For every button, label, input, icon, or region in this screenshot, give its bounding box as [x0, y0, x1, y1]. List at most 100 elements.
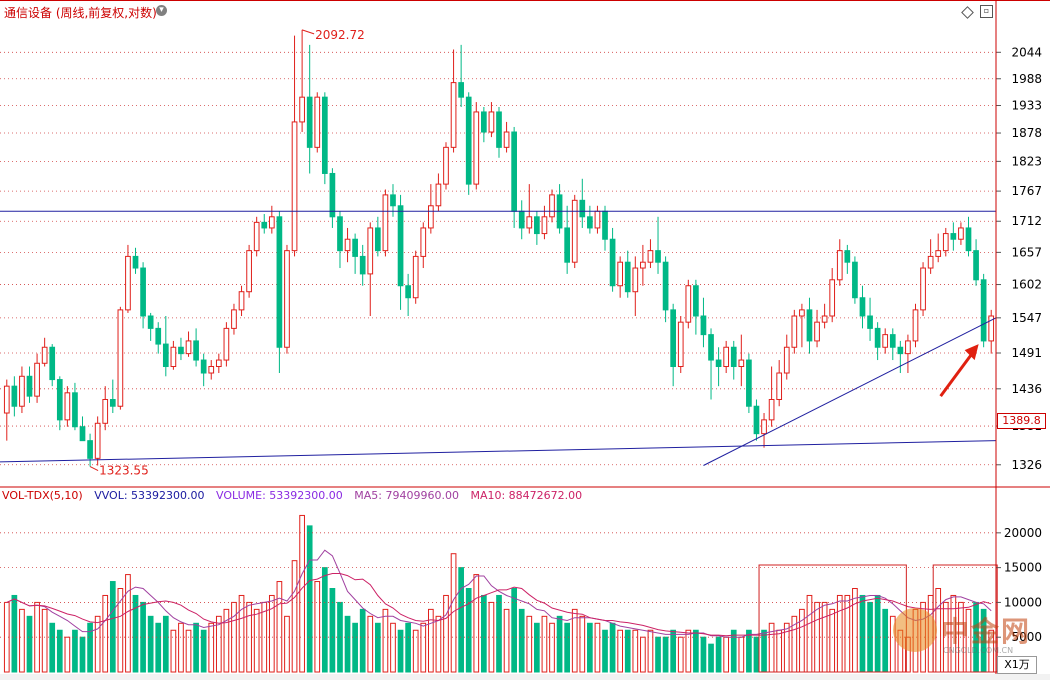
- candle-body: [624, 261, 631, 293]
- volume-bar: [390, 622, 396, 673]
- volume-bar: [435, 615, 442, 673]
- volume-bar: [700, 636, 707, 673]
- candle-body: [117, 309, 124, 407]
- candle-body: [49, 346, 56, 381]
- candle-body: [564, 227, 571, 263]
- candle-body: [730, 346, 737, 368]
- candle-body: [791, 315, 798, 348]
- candle-body: [587, 216, 593, 229]
- rising-support-line: [703, 317, 997, 466]
- candle-body: [185, 340, 192, 355]
- candle-body: [889, 334, 896, 348]
- candle-body: [64, 392, 71, 421]
- chevron-down-icon[interactable]: ▾: [156, 5, 167, 16]
- price-tick-label: 1326: [1011, 458, 1042, 472]
- volume-bar: [284, 615, 290, 673]
- candle-body: [109, 398, 116, 407]
- volume-bar: [534, 622, 540, 673]
- candle-body: [465, 96, 472, 185]
- candle-body: [503, 131, 510, 148]
- candle-body: [450, 82, 457, 148]
- volume-bar: [473, 574, 480, 673]
- volume-bar: [276, 581, 283, 673]
- candle-body: [34, 362, 40, 397]
- volume-bar: [541, 615, 548, 673]
- candle-body: [912, 309, 919, 342]
- volume-bar: [640, 636, 646, 673]
- volume-bar: [496, 594, 502, 673]
- volume-bar: [768, 622, 775, 673]
- candle-body: [26, 375, 33, 397]
- ma10-line: [6, 573, 992, 637]
- volume-bar: [882, 608, 889, 673]
- volume-bar: [738, 636, 745, 673]
- candle-body: [11, 385, 18, 407]
- volume-bar: [481, 594, 487, 673]
- candle-body: [147, 315, 154, 329]
- trendlines: [0, 210, 997, 466]
- volume-bar: [155, 622, 162, 673]
- price-tick-label: 1712: [1011, 214, 1042, 228]
- candle-body: [905, 340, 911, 355]
- volume-bar: [41, 608, 48, 673]
- low-label: 1323.55: [99, 464, 149, 478]
- volume-bar: [783, 622, 790, 673]
- ma10-value: MA10: 88472672.00: [470, 489, 583, 502]
- candle-body: [427, 205, 434, 229]
- candle-body: [571, 199, 578, 263]
- volume-bar: [374, 622, 381, 673]
- ma5-line: [6, 549, 992, 638]
- candle-body: [829, 279, 836, 317]
- candle-body: [738, 359, 745, 368]
- volume-bar: [458, 567, 464, 673]
- candle-body: [94, 422, 101, 459]
- candle-body: [708, 334, 714, 361]
- bottom-strip: [0, 674, 1050, 680]
- candle-body: [753, 405, 760, 435]
- candle-body: [958, 227, 964, 240]
- volume-bar: [193, 622, 199, 673]
- candle-body: [821, 315, 828, 323]
- candle-body: [693, 285, 699, 317]
- candle-body: [314, 96, 321, 148]
- volume-bar: [79, 636, 86, 673]
- volume-bar: [443, 594, 449, 673]
- volume-bar: [200, 629, 207, 673]
- candle-body: [859, 297, 866, 317]
- candle-body: [435, 183, 442, 207]
- volume-bar: [776, 629, 783, 673]
- candle-body: [367, 227, 374, 275]
- candle-body: [299, 96, 305, 123]
- candle-body: [973, 250, 979, 281]
- candle-body: [140, 267, 146, 317]
- candle-body: [541, 216, 548, 235]
- volume-bar: [64, 636, 71, 673]
- candle-body: [253, 221, 260, 252]
- candle-body: [677, 321, 684, 368]
- watermark-logo-icon: [893, 608, 937, 652]
- volume-bar: [291, 560, 298, 673]
- volume-axis: 20000 15000 10000 5000: [0, 526, 1042, 644]
- candle-body: [579, 199, 586, 218]
- volume-bar: [761, 629, 767, 673]
- candle-body: [481, 111, 487, 133]
- window-restore-icon[interactable]: ▫: [980, 5, 993, 18]
- candle-body: [246, 250, 252, 293]
- candle-body: [382, 194, 389, 252]
- candle-body: [19, 375, 25, 407]
- volume-bar: [329, 588, 336, 673]
- candle-body: [511, 131, 517, 212]
- volume-bar: [427, 608, 434, 673]
- volume-bar: [526, 615, 533, 673]
- volume-bar: [109, 581, 116, 673]
- candle-body: [412, 255, 419, 299]
- volume-bar: [518, 608, 525, 673]
- candle-body: [170, 346, 177, 368]
- volume-bar: [662, 636, 669, 673]
- volume-panel-header: VOL-TDX(5,10) VVOL: 53392300.00 VOLUME: …: [2, 489, 590, 502]
- watermark: 中金网 CNGOLD.COM.CN: [893, 604, 1043, 664]
- candle-body: [662, 261, 669, 311]
- volume-bar: [382, 608, 389, 673]
- candle-body: [814, 321, 820, 342]
